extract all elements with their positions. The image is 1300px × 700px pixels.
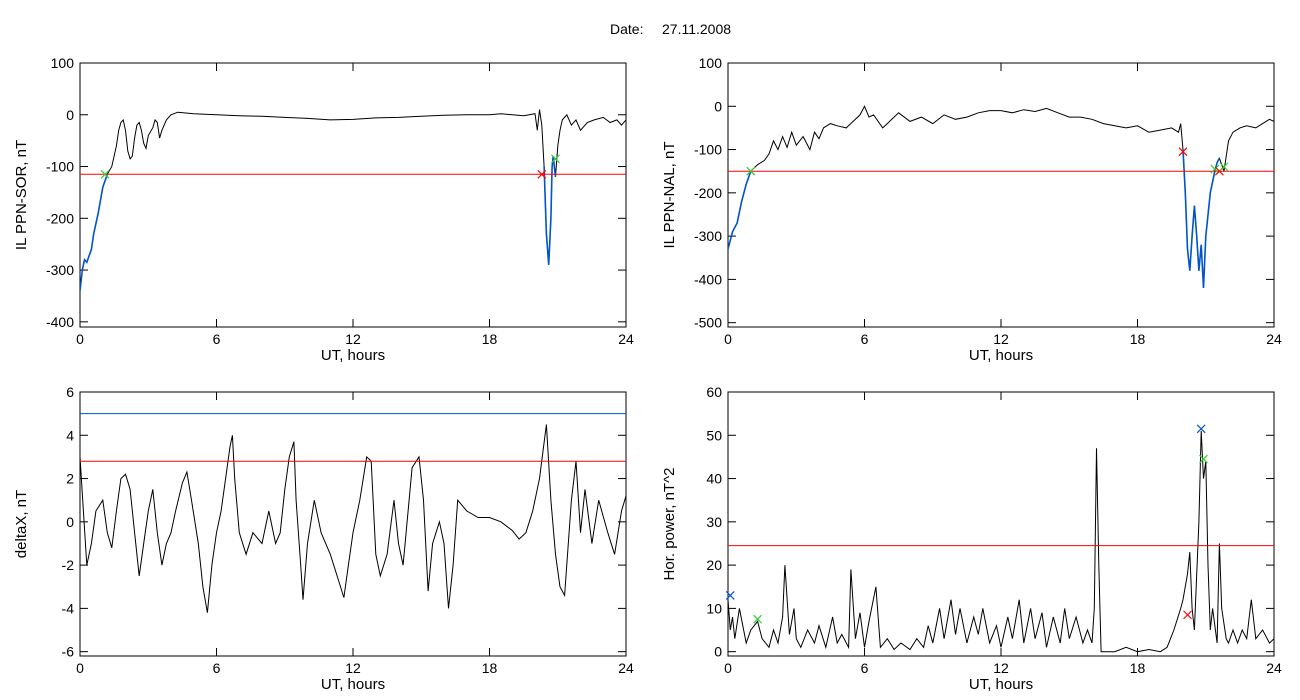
series-highlight (1182, 149, 1221, 289)
y-tick-label: -200 (46, 210, 74, 226)
y-tick-label: -6 (62, 644, 75, 660)
y-tick-label: -100 (46, 159, 74, 175)
y-tick-label: -200 (694, 185, 722, 201)
y-tick-label: 0 (66, 514, 74, 530)
plot-frame (727, 391, 1275, 657)
series-line (80, 424, 626, 613)
panel-deltax: 0 6 12 18 24 6 4 2 0 -2 -4 -6 UT, hours deltaX, nT (13, 384, 634, 693)
y-tick-label: -4 (62, 600, 75, 616)
series-line (80, 109, 626, 291)
x-tick-label: 0 (76, 331, 84, 347)
y-tick-label: -2 (62, 557, 75, 573)
y-tick-label: 2 (66, 471, 74, 487)
y-axis-label: Hor. power, nT^2 (661, 468, 678, 581)
y-axis-label: IL PPN-SOR, nT (13, 140, 30, 250)
plot-area (80, 109, 626, 291)
x-tick-label: 18 (482, 331, 498, 347)
y-axis-label: deltaX, nT (13, 490, 30, 558)
marker (1196, 424, 1206, 434)
x-tick-label: 18 (1130, 331, 1146, 347)
y-tick-label: -400 (694, 271, 722, 287)
series-highlight (728, 170, 752, 250)
plot-frame (79, 62, 627, 328)
x-axis-label: UT, hours (321, 347, 385, 364)
marker (746, 166, 756, 176)
x-tick-label: 18 (482, 660, 498, 676)
x-tick-label: 12 (345, 331, 361, 347)
y-tick-label: -400 (46, 314, 74, 330)
marker (551, 154, 560, 164)
y-tick-label: 20 (706, 557, 722, 573)
series-line (728, 105, 1274, 289)
x-axis-label: UT, hours (321, 676, 385, 693)
y-tick-label: 10 (706, 600, 722, 616)
plot-area (728, 430, 1274, 653)
y-tick-label: 6 (66, 384, 74, 400)
series-highlight (80, 174, 109, 291)
marker (100, 169, 110, 179)
marker (537, 169, 547, 179)
plot-area (80, 413, 626, 613)
plot-frame (727, 62, 1275, 328)
marker (1210, 164, 1220, 174)
x-tick-label: 24 (618, 331, 634, 347)
x-tick-label: 0 (76, 660, 84, 676)
x-tick-label: 24 (618, 660, 634, 676)
x-tick-label: 12 (993, 660, 1009, 676)
panel-ppn-sor: 0 6 12 18 24 100 0 -100 -200 -300 -400 UT, hours IL … (13, 55, 634, 364)
series-highlight (543, 156, 557, 265)
x-tick-label: 6 (213, 660, 221, 676)
x-tick-label: 24 (1266, 660, 1282, 676)
panel-ppn-nal: 0 6 12 18 24 100 0 -100 -200 -300 -400 -500 UT, hour… (661, 55, 1282, 364)
x-tick-label: 24 (1266, 331, 1282, 347)
marker (1199, 454, 1208, 464)
y-tick-label: 50 (706, 427, 722, 443)
x-tick-label: 6 (861, 660, 869, 676)
marker (1178, 147, 1188, 157)
x-tick-label: 6 (213, 331, 221, 347)
series-line (728, 430, 1274, 653)
y-tick-label: 4 (66, 427, 74, 443)
marker (725, 590, 735, 600)
marker (753, 614, 762, 624)
x-tick-label: 12 (993, 331, 1009, 347)
y-tick-label: 60 (706, 384, 722, 400)
y-tick-label: -100 (694, 142, 722, 158)
x-axis-label: UT, hours (969, 676, 1033, 693)
marker (1219, 162, 1229, 172)
y-tick-label: 0 (66, 107, 74, 123)
y-tick-label: -300 (46, 262, 74, 278)
y-tick-label: -500 (694, 315, 722, 331)
x-tick-label: 6 (861, 331, 869, 347)
x-tick-label: 0 (724, 331, 732, 347)
x-axis-label: UT, hours (969, 347, 1033, 364)
y-axis-label: IL PPN-NAL, nT (661, 142, 678, 249)
y-tick-label: -300 (694, 228, 722, 244)
y-tick-label: 30 (706, 514, 722, 530)
y-tick-label: 0 (714, 98, 722, 114)
x-tick-label: 12 (345, 660, 361, 676)
y-tick-label: 100 (699, 55, 723, 71)
date-label: Date: (610, 21, 643, 37)
x-tick-label: 0 (724, 660, 732, 676)
plot-area (728, 105, 1274, 289)
date-value: 27.11.2008 (662, 21, 731, 37)
plot-frame (79, 391, 627, 657)
marker (1183, 610, 1192, 620)
y-tick-label: 0 (714, 644, 722, 660)
x-tick-label: 18 (1130, 660, 1146, 676)
y-tick-label: 40 (706, 471, 722, 487)
panel-hor-power: 0 6 12 18 24 60 50 40 30 20 10 0 UT, hours Hor. power… (661, 384, 1282, 693)
y-tick-label: 100 (51, 55, 75, 71)
